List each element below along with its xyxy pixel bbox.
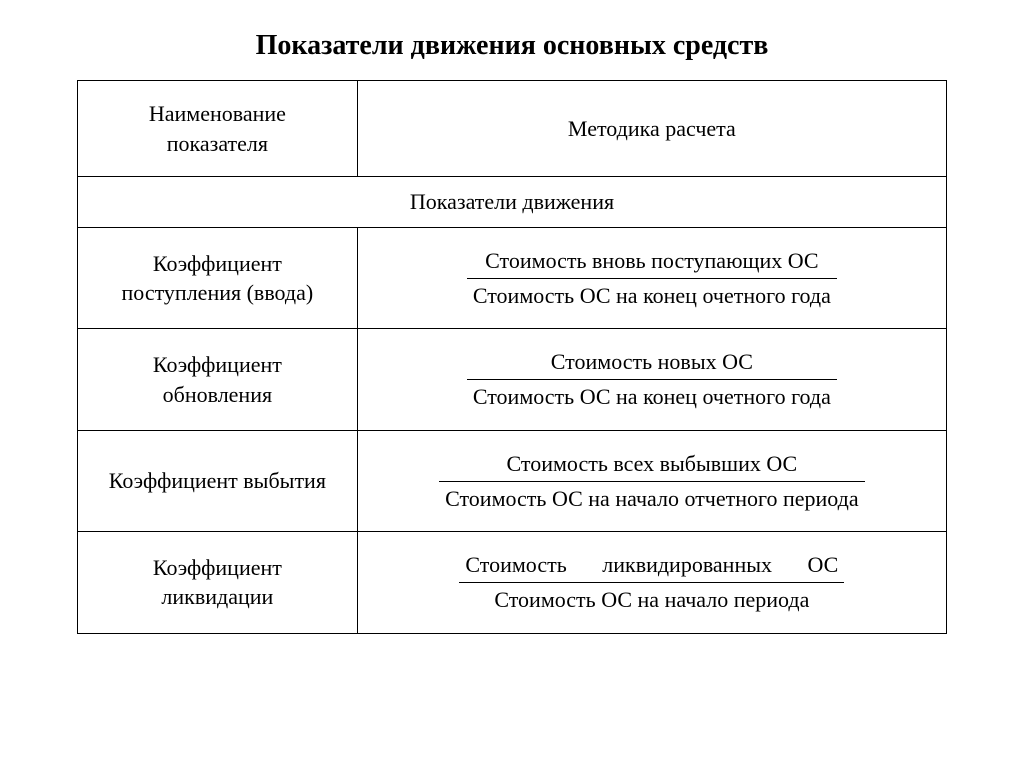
page-title: Показатели движения основных средств [0,30,1024,62]
indicators-table: Наименование показателя Методика расчета… [77,80,947,634]
fraction-denominator: Стоимость ОС на начало периода [459,582,844,615]
header-col1-line1: Наименование [149,101,286,126]
indicator-formula: Стоимость всех выбывших ОС Стоимость ОС … [357,430,946,531]
header-col2: Методика расчета [357,81,946,177]
indicator-name-line1: Коэффициент [153,555,282,580]
table-row: Коэффициент выбытия Стоимость всех выбыв… [78,430,947,531]
fraction-denominator: Стоимость ОС на начало отчетного периода [439,481,865,514]
fraction-numerator: Стоимость вновь поступающих ОС [467,246,837,278]
indicator-name-line2: обновления [163,382,272,407]
fraction: Стоимость новых ОС Стоимость ОС на конец… [467,347,837,411]
indicator-name: Коэффициент ликвидации [78,532,358,633]
indicator-name-line2: поступления (ввода) [122,280,314,305]
table-row: Коэффициент ликвидации Стоимость ликвиди… [78,532,947,633]
fraction: Стоимость всех выбывших ОС Стоимость ОС … [439,449,865,513]
indicator-name: Коэффициент выбытия [78,430,358,531]
section-label: Показатели движения [78,177,947,228]
indicator-formula: Стоимость новых ОС Стоимость ОС на конец… [357,329,946,430]
fraction-numerator: Стоимость новых ОС [467,347,837,379]
fraction-denominator: Стоимость ОС на конец очетного года [467,278,837,311]
indicator-name-line2: ликвидации [161,584,273,609]
fraction-numerator: Стоимость всех выбывших ОС [439,449,865,481]
header-col1-line2: показателя [167,131,268,156]
indicator-name: Коэффициент обновления [78,329,358,430]
table-row: Коэффициент обновления Стоимость новых О… [78,329,947,430]
header-col1: Наименование показателя [78,81,358,177]
table-row: Коэффициент поступления (ввода) Стоимост… [78,228,947,329]
indicator-name-line1: Коэффициент выбытия [109,468,326,493]
section-row: Показатели движения [78,177,947,228]
indicator-formula: Стоимость вновь поступающих ОС Стоимость… [357,228,946,329]
indicator-name: Коэффициент поступления (ввода) [78,228,358,329]
fraction-denominator: Стоимость ОС на конец очетного года [467,379,837,412]
fraction: Стоимость ликвидированных ОС Стоимость О… [459,550,844,614]
header-row: Наименование показателя Методика расчета [78,81,947,177]
fraction: Стоимость вновь поступающих ОС Стоимость… [467,246,837,310]
indicator-name-line1: Коэффициент [153,251,282,276]
fraction-numerator: Стоимость ликвидированных ОС [459,550,844,582]
indicator-formula: Стоимость ликвидированных ОС Стоимость О… [357,532,946,633]
indicator-name-line1: Коэффициент [153,352,282,377]
